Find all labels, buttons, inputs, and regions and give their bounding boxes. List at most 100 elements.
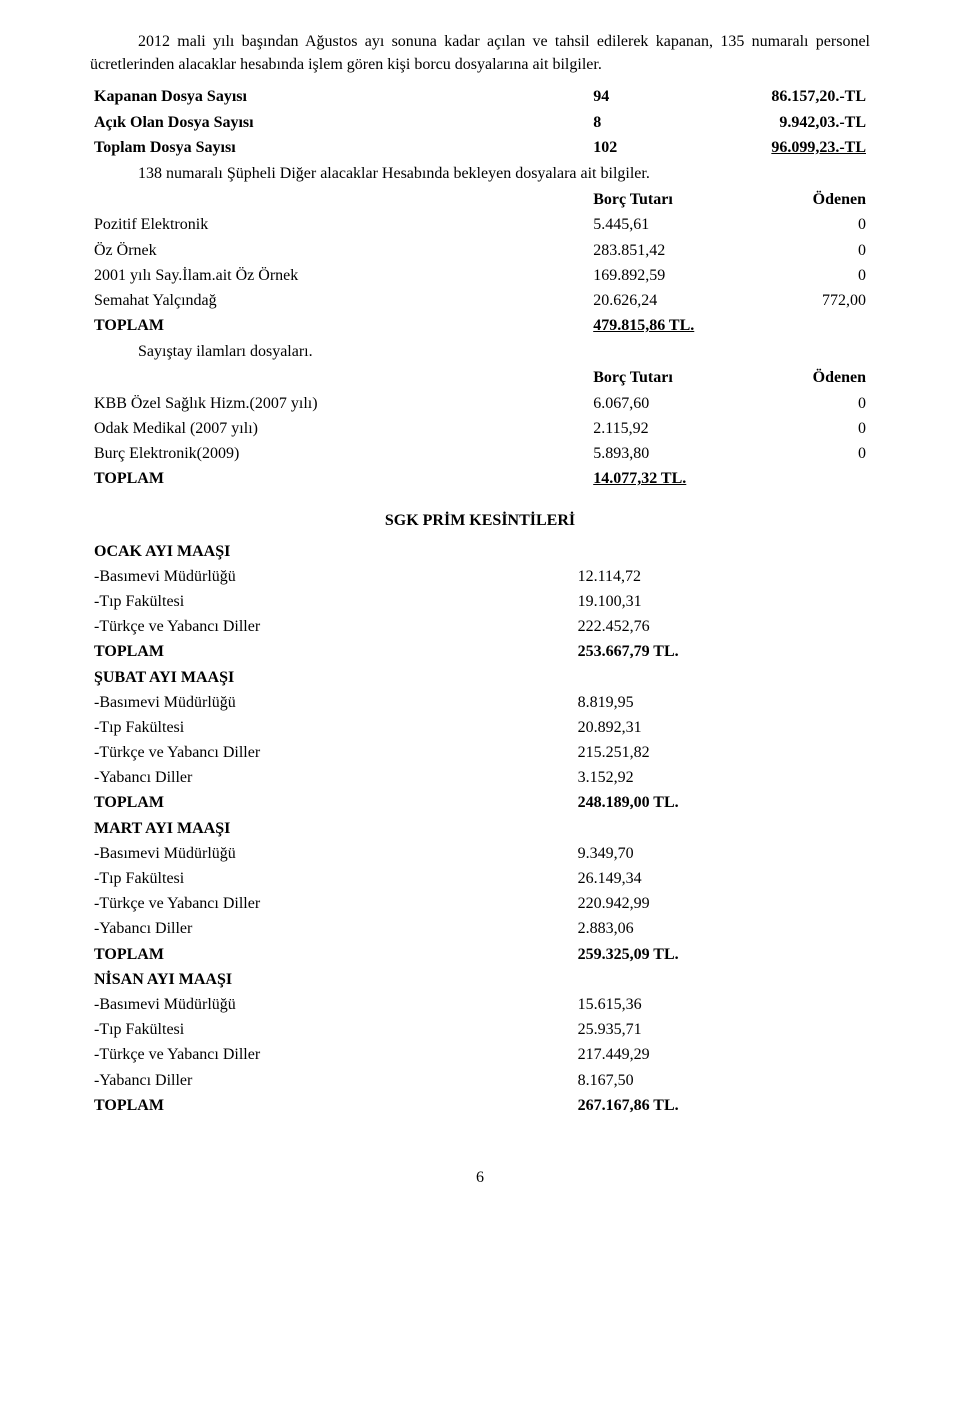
- sgk-month-heading-blank: [574, 816, 870, 841]
- dosya-row-v2: 86.157,20.-TL: [698, 84, 870, 109]
- sayistay-ilamlari-table: Borç Tutarı Ödenen KBB Özel Sağlık Hizm.…: [90, 365, 870, 491]
- t1-row-label: Öz Örnek: [90, 238, 589, 263]
- sgk-row-value: 12.114,72: [574, 564, 870, 589]
- sgk-total-row: TOPLAM259.325,09 TL.: [90, 942, 870, 967]
- sgk-row-label: -Yabancı Diller: [90, 1068, 574, 1093]
- sgk-row: -Tıp Fakültesi20.892,31: [90, 715, 870, 740]
- sgk-row: -Türkçe ve Yabancı Diller220.942,99: [90, 891, 870, 916]
- sgk-row-label: -Tıp Fakültesi: [90, 1017, 574, 1042]
- sgk-row-value: 8.167,50: [574, 1068, 870, 1093]
- sgk-row-value: 220.942,99: [574, 891, 870, 916]
- t1-row-v1: 169.892,59: [589, 263, 698, 288]
- sgk-row: -Basımevi Müdürlüğü15.615,36: [90, 992, 870, 1017]
- sgk-title: SGK PRİM KESİNTİLERİ: [90, 509, 870, 532]
- sgk-row-label: -Basımevi Müdürlüğü: [90, 841, 574, 866]
- sgk-row: -Türkçe ve Yabancı Diller217.449,29: [90, 1042, 870, 1067]
- dosya-row: Açık Olan Dosya Sayısı89.942,03.-TL: [90, 110, 870, 135]
- supheli-alacaklar-table: Borç Tutarı Ödenen Pozitif Elektronik5.4…: [90, 187, 870, 338]
- sgk-row-label: -Türkçe ve Yabancı Diller: [90, 891, 574, 916]
- t1-row-v2: 0: [698, 238, 870, 263]
- dosya-row-v2: 9.942,03.-TL: [698, 110, 870, 135]
- t2-total-value: 14.077,32 TL.: [589, 466, 698, 491]
- sgk-total-row: TOPLAM267.167,86 TL.: [90, 1093, 870, 1118]
- sgk-total-label: TOPLAM: [90, 639, 574, 664]
- t2-h-borc: Borç Tutarı: [589, 365, 698, 390]
- sgk-table: OCAK AYI MAAŞI-Basımevi Müdürlüğü12.114,…: [90, 539, 870, 1118]
- note-138: 138 numaralı Şüpheli Diğer alacaklar Hes…: [90, 162, 870, 185]
- t2-row-label: Odak Medikal (2007 yılı): [90, 416, 589, 441]
- sgk-row-label: -Yabancı Diller: [90, 916, 574, 941]
- t1-total-value: 479.815,86 TL.: [589, 313, 698, 338]
- t1-row-label: 2001 yılı Say.İlam.ait Öz Örnek: [90, 263, 589, 288]
- sgk-month-heading-blank: [574, 539, 870, 564]
- t1-row-v1: 283.851,42: [589, 238, 698, 263]
- sgk-row-value: 215.251,82: [574, 740, 870, 765]
- sgk-month-heading: MART AYI MAAŞI: [90, 816, 574, 841]
- sgk-row-label: -Türkçe ve Yabancı Diller: [90, 740, 574, 765]
- sgk-total-value: 248.189,00 TL.: [574, 790, 870, 815]
- t2-total-label: TOPLAM: [90, 466, 589, 491]
- sgk-month-heading-blank: [574, 665, 870, 690]
- t2-row-v1: 5.893,80: [589, 441, 698, 466]
- dosya-row-label: Kapanan Dosya Sayısı: [90, 84, 589, 109]
- sgk-row: -Yabancı Diller3.152,92: [90, 765, 870, 790]
- t2-total-blank: [698, 466, 870, 491]
- t2-row-label: Burç Elektronik(2009): [90, 441, 589, 466]
- sgk-row-value: 9.349,70: [574, 841, 870, 866]
- sgk-row-label: -Basımevi Müdürlüğü: [90, 992, 574, 1017]
- sgk-month-heading: NİSAN AYI MAAŞI: [90, 967, 574, 992]
- page-number: 6: [90, 1166, 870, 1189]
- table-row: Semahat Yalçındağ20.626,24772,00: [90, 288, 870, 313]
- sgk-row-value: 19.100,31: [574, 589, 870, 614]
- sgk-row: -Tıp Fakültesi25.935,71: [90, 1017, 870, 1042]
- t2-row-label: KBB Özel Sağlık Hizm.(2007 yılı): [90, 391, 589, 416]
- sgk-month-heading-row: NİSAN AYI MAAŞI: [90, 967, 870, 992]
- sgk-month-heading: ŞUBAT AYI MAAŞI: [90, 665, 574, 690]
- t1-total-label: TOPLAM: [90, 313, 589, 338]
- t1-total-blank: [698, 313, 870, 338]
- table-row: KBB Özel Sağlık Hizm.(2007 yılı)6.067,60…: [90, 391, 870, 416]
- t1-row-label: Semahat Yalçındağ: [90, 288, 589, 313]
- sgk-row-value: 20.892,31: [574, 715, 870, 740]
- sgk-row-value: 3.152,92: [574, 765, 870, 790]
- t1-row-v2: 772,00: [698, 288, 870, 313]
- table-row: Odak Medikal (2007 yılı)2.115,920: [90, 416, 870, 441]
- sgk-row: -Tıp Fakültesi26.149,34: [90, 866, 870, 891]
- sgk-total-value: 259.325,09 TL.: [574, 942, 870, 967]
- dosya-row-label: Toplam Dosya Sayısı: [90, 135, 589, 160]
- sgk-month-heading-blank: [574, 967, 870, 992]
- sgk-row-value: 2.883,06: [574, 916, 870, 941]
- sgk-row-value: 15.615,36: [574, 992, 870, 1017]
- sgk-row: -Türkçe ve Yabancı Diller222.452,76: [90, 614, 870, 639]
- dosya-row-label: Açık Olan Dosya Sayısı: [90, 110, 589, 135]
- sgk-row-value: 26.149,34: [574, 866, 870, 891]
- intro-paragraph: 2012 mali yılı başından Ağustos ayı sonu…: [90, 30, 870, 76]
- sgk-month-heading-row: MART AYI MAAŞI: [90, 816, 870, 841]
- sgk-row: -Basımevi Müdürlüğü8.819,95: [90, 690, 870, 715]
- sgk-month-heading: OCAK AYI MAAŞI: [90, 539, 574, 564]
- t2-h-odenen: Ödenen: [698, 365, 870, 390]
- t2-row-v2: 0: [698, 391, 870, 416]
- sgk-row-label: -Basımevi Müdürlüğü: [90, 564, 574, 589]
- table-row: Burç Elektronik(2009)5.893,800: [90, 441, 870, 466]
- t1-row-v2: 0: [698, 263, 870, 288]
- table-row: Pozitif Elektronik5.445,610: [90, 212, 870, 237]
- sgk-row: -Basımevi Müdürlüğü9.349,70: [90, 841, 870, 866]
- sgk-row-label: -Tıp Fakültesi: [90, 715, 574, 740]
- sgk-row-label: -Türkçe ve Yabancı Diller: [90, 614, 574, 639]
- dosya-row-v1: 102: [589, 135, 698, 160]
- sgk-row: -Tıp Fakültesi19.100,31: [90, 589, 870, 614]
- t1-row-v1: 20.626,24: [589, 288, 698, 313]
- t2-row-v2: 0: [698, 416, 870, 441]
- sgk-total-value: 253.667,79 TL.: [574, 639, 870, 664]
- t1-h-borc: Borç Tutarı: [589, 187, 698, 212]
- t2-row-v2: 0: [698, 441, 870, 466]
- sgk-total-row: TOPLAM253.667,79 TL.: [90, 639, 870, 664]
- sgk-total-label: TOPLAM: [90, 790, 574, 815]
- sgk-total-row: TOPLAM248.189,00 TL.: [90, 790, 870, 815]
- t1-row-v1: 5.445,61: [589, 212, 698, 237]
- sgk-row-label: -Tıp Fakültesi: [90, 589, 574, 614]
- t1-h-blank: [90, 187, 589, 212]
- table-row: Öz Örnek283.851,420: [90, 238, 870, 263]
- dosya-row-v1: 8: [589, 110, 698, 135]
